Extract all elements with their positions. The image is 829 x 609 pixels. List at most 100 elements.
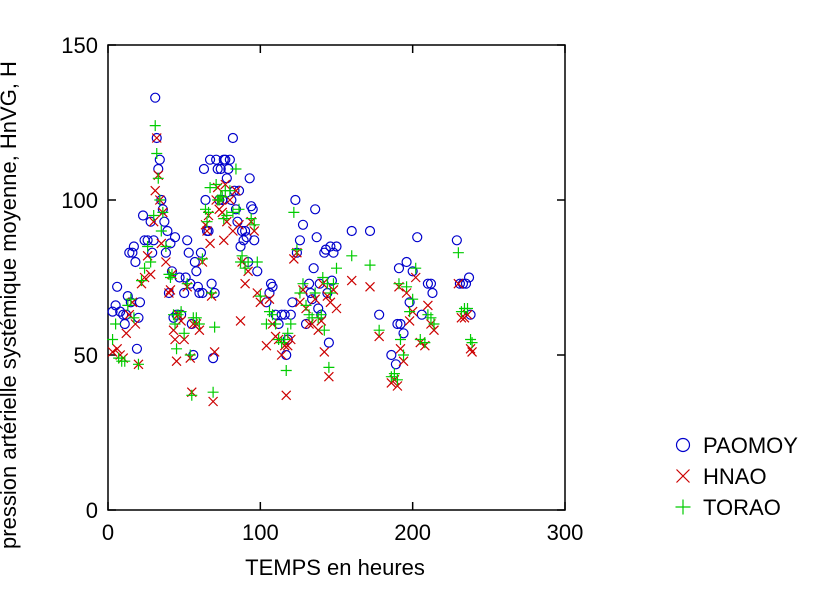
data-point [130,256,141,268]
data-point [221,210,233,221]
data-point [203,206,215,218]
data-point [465,334,477,345]
data-point [456,312,467,323]
data-point [317,272,329,283]
data-point [300,318,312,330]
data-point [154,194,166,206]
data-point [422,278,433,289]
data-point [285,309,296,320]
data-point [393,263,405,274]
data-point [244,173,255,184]
data-point [310,204,321,215]
data-point [194,287,205,299]
data-point [212,163,223,175]
data-point [288,206,300,218]
y-axis: 0 50 100 150 [61,33,565,523]
data-point [215,163,226,175]
data-point [290,194,301,206]
x-tick-label: 0 [102,520,114,545]
data-point [465,309,476,320]
data-point [170,334,180,345]
data-point [233,203,245,215]
data-point [276,350,287,360]
data-point [230,163,242,175]
data-point [199,203,211,215]
data-point [466,337,478,349]
data-point [190,312,202,324]
data-point [279,334,291,345]
data-point [261,297,272,308]
data-point [220,154,231,165]
data-point [331,303,342,314]
data-point [254,290,266,302]
legend: PAOMOY HNAO TORAO [675,433,798,520]
data-point [148,216,159,227]
data-point [324,287,336,299]
data-point [407,293,419,305]
data-point [300,299,312,311]
data-point [196,253,208,265]
data-point [175,306,187,318]
data-point [282,327,294,339]
series-torao [107,120,478,401]
data-point [236,250,248,262]
data-point [249,235,260,246]
data-point [166,268,178,280]
data-point [252,266,263,277]
data-point [323,371,334,382]
data-point [154,154,165,165]
data-point [193,318,205,330]
data-point [220,179,231,190]
data-point [195,247,207,258]
data-point [227,132,239,144]
data-point [239,262,251,274]
data-point [374,309,385,320]
data-point [428,318,440,330]
data-point [151,148,163,159]
data-point [248,219,260,231]
data-point [311,232,322,243]
y-tick-label: 100 [61,188,98,213]
data-point [281,390,292,401]
y-tick-label: 50 [74,343,98,368]
data-point [112,281,123,292]
data-point [281,349,292,361]
data-point [150,92,161,103]
data-point [186,389,198,401]
data-point [288,253,299,264]
data-point [164,272,176,283]
data-point [181,278,193,290]
data-point [390,359,402,370]
data-point [148,235,159,246]
data-point [107,346,118,357]
data-point [365,281,375,292]
data-point [373,324,385,336]
data-point [404,306,416,318]
data-point [206,287,218,299]
data-point [169,318,181,330]
legend-marker-hnao [676,469,690,483]
data-point [235,241,246,252]
data-point [255,297,266,308]
legend-marker-torao [675,499,691,515]
data-point [285,318,297,330]
data-point [419,337,431,349]
data-point [136,275,148,287]
data-point [429,325,439,336]
data-point [209,321,221,333]
data-point [455,306,467,318]
legend-label-torao: TORAO [703,495,781,520]
data-point [182,235,193,246]
data-point [137,210,149,221]
data-point [261,340,272,351]
data-point [240,278,251,289]
data-point [391,374,403,386]
data-point [226,194,237,206]
data-point [231,185,241,196]
data-point [462,303,474,314]
data-point [297,278,309,290]
data-point [297,219,309,230]
data-point [119,355,131,367]
data-point [412,232,423,243]
data-point [139,262,151,274]
